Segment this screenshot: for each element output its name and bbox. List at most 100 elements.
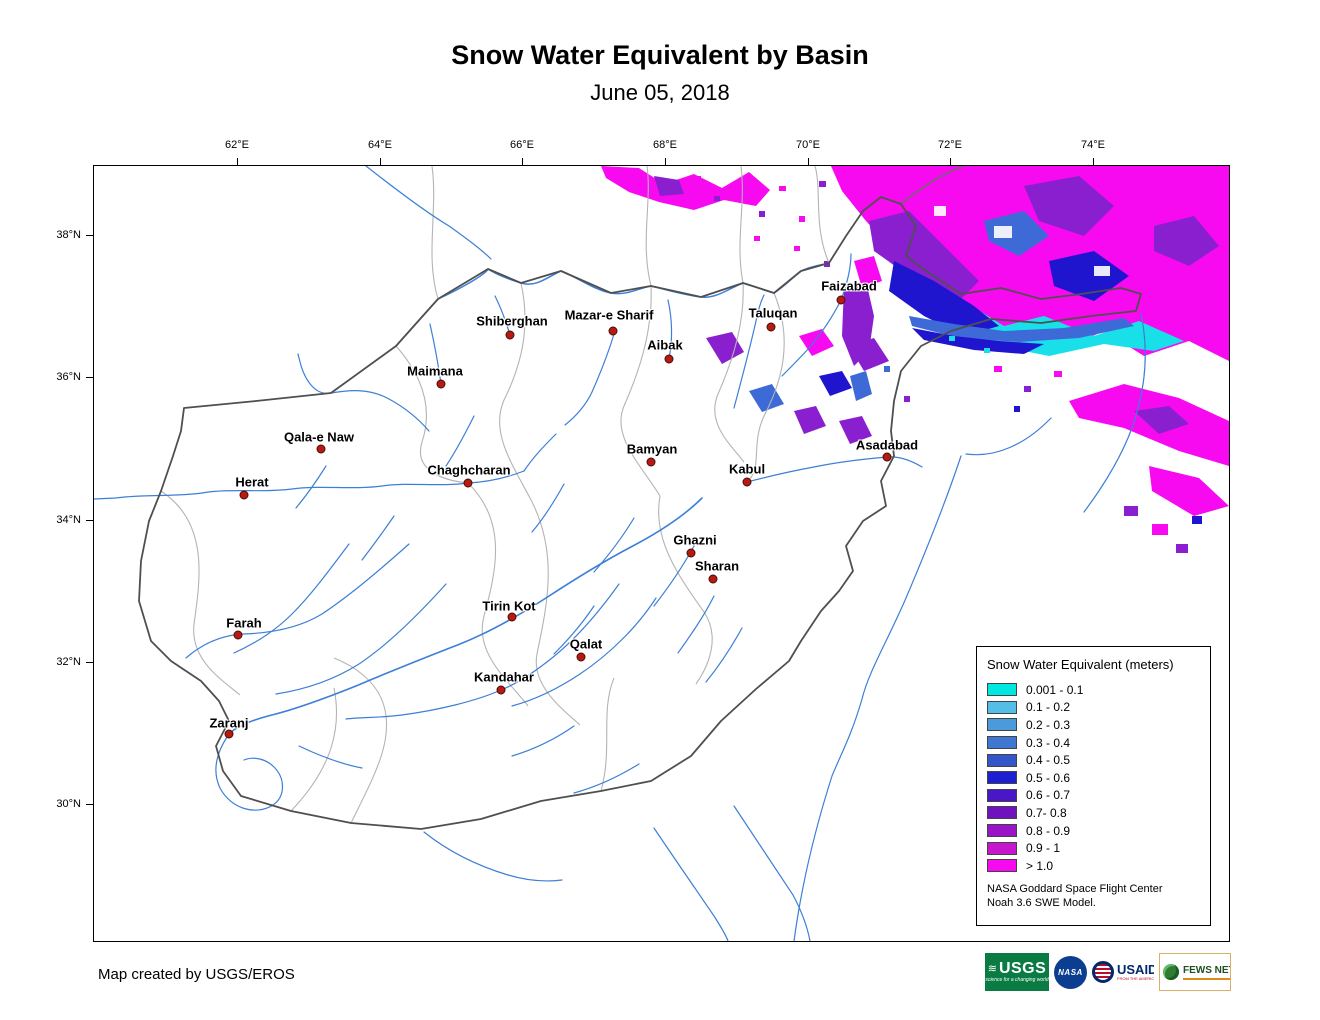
city-label: Chaghcharan xyxy=(427,462,511,478)
city-label: Asadabad xyxy=(855,437,919,453)
city-label: Kandahar xyxy=(474,669,534,685)
legend-entry-label: 0.9 - 1 xyxy=(1026,841,1061,856)
legend-entry-label: 0.001 - 0.1 xyxy=(1026,682,1084,697)
legend-row: 0.2 - 0.3 xyxy=(987,716,1200,734)
city-label: Ghazni xyxy=(673,532,717,548)
legend-entry-label: 0.4 - 0.5 xyxy=(1026,753,1071,768)
nasa-logo-text: NASA xyxy=(1058,967,1083,977)
legend-row: 0.6 - 0.7 xyxy=(987,787,1200,805)
lat-tick xyxy=(86,235,93,236)
lat-tick xyxy=(86,804,93,805)
legend-swatch xyxy=(987,736,1017,750)
legend-swatch xyxy=(987,683,1017,697)
legend-row: 0.9 - 1 xyxy=(987,839,1200,857)
city-label: Faizabad xyxy=(821,278,877,294)
city-label: Zaranj xyxy=(209,715,249,731)
country-border xyxy=(138,196,1142,830)
legend-swatch xyxy=(987,806,1017,820)
legend-swatch xyxy=(987,771,1017,785)
legend-row: 0.5 - 0.6 xyxy=(987,769,1200,787)
legend-entry-label: 0.7- 0.8 xyxy=(1026,805,1067,820)
city-marker xyxy=(646,457,656,467)
legend-row: 0.4 - 0.5 xyxy=(987,751,1200,769)
basin-boundaries xyxy=(160,166,964,824)
globe-icon xyxy=(1163,964,1179,980)
lon-label: 66°E xyxy=(510,139,534,151)
city-marker xyxy=(664,354,674,364)
city-label: Bamyan xyxy=(626,441,678,457)
city-label: Kabul xyxy=(728,461,766,477)
city-marker xyxy=(882,452,892,462)
legend-row: 0.001 - 0.1 xyxy=(987,681,1200,699)
usgs-logo-text: USGS xyxy=(998,960,1047,977)
city-layer: Faizabad Taluqan Mazar-e Sharif Shiberghan A… xyxy=(94,166,1229,941)
legend-entries: 0.001 - 0.1 0.1 - 0.2 0.2 - 0.3 0.3 - 0.4 0.… xyxy=(987,681,1200,875)
lon-label: 68°E xyxy=(653,139,677,151)
legend-entry-label: > 1.0 xyxy=(1026,858,1054,873)
lat-label: 36°N xyxy=(56,371,81,383)
city-marker xyxy=(463,478,473,488)
legend-swatch xyxy=(987,700,1017,714)
legend-row: 0.1 - 0.2 xyxy=(987,699,1200,717)
city-marker xyxy=(233,630,243,640)
legend-title: Snow Water Equivalent (meters) xyxy=(987,657,1174,672)
city-marker xyxy=(742,477,752,487)
legend-swatch xyxy=(987,841,1017,855)
city-marker xyxy=(766,322,776,332)
lat-tick xyxy=(86,662,93,663)
lat-label: 34°N xyxy=(56,514,81,526)
legend-footer-line2: Noah 3.6 SWE Model. xyxy=(987,896,1096,909)
city-marker xyxy=(224,729,234,739)
legend-swatch xyxy=(987,753,1017,767)
map-frame: Faizabad Taluqan Mazar-e Sharif Shiberghan A… xyxy=(93,165,1230,942)
legend-row: 0.3 - 0.4 xyxy=(987,734,1200,752)
lat-label: 32°N xyxy=(56,656,81,668)
lat-tick xyxy=(86,520,93,521)
city-label: Mazar-e Sharif xyxy=(564,307,654,323)
axis-left: 38°N 36°N 34°N 32°N 30°N xyxy=(47,165,93,940)
lon-tick xyxy=(237,158,238,165)
logo-row: ≋ USGS science for a changing world NASA… xyxy=(985,952,1231,992)
city-marker xyxy=(496,685,506,695)
credit-text: Map created by USGS/EROS xyxy=(98,966,295,983)
lat-label: 30°N xyxy=(56,798,81,810)
city-label: Sharan xyxy=(694,558,740,574)
map-title: Snow Water Equivalent by Basin xyxy=(451,40,869,70)
lon-label: 74°E xyxy=(1081,139,1105,151)
lon-label: 64°E xyxy=(368,139,392,151)
city-marker xyxy=(608,326,618,336)
usgs-waves-icon: ≋ xyxy=(987,962,997,975)
legend-footer-line1: NASA Goddard Space Flight Center xyxy=(987,882,1163,895)
usaid-logo-text: USAID xyxy=(1117,961,1154,977)
city-label: Qala-e Naw xyxy=(283,429,355,445)
city-label: Qalat xyxy=(569,636,603,652)
city-label: Herat xyxy=(235,474,269,490)
legend-entry-label: 0.1 - 0.2 xyxy=(1026,700,1071,715)
legend-row: > 1.0 xyxy=(987,857,1200,875)
lon-tick xyxy=(380,158,381,165)
legend-entry-label: 0.2 - 0.3 xyxy=(1026,717,1071,732)
lon-label: 70°E xyxy=(796,139,820,151)
legend-row: 0.7- 0.8 xyxy=(987,804,1200,822)
fewsnet-logo-text: FEWS NET xyxy=(1183,964,1230,980)
legend-entry-label: 0.5 - 0.6 xyxy=(1026,770,1071,785)
legend: Snow Water Equivalent (meters) 0.001 - 0… xyxy=(976,646,1211,926)
legend-row: 0.8 - 0.9 xyxy=(987,822,1200,840)
map-graphics xyxy=(94,166,1229,941)
city-marker xyxy=(507,612,517,622)
legend-entry-label: 0.8 - 0.9 xyxy=(1026,823,1071,838)
lon-label: 62°E xyxy=(225,139,249,151)
lat-tick xyxy=(86,377,93,378)
lon-tick xyxy=(808,158,809,165)
city-label: Shiberghan xyxy=(476,313,548,329)
map-subtitle: June 05, 2018 xyxy=(590,80,730,105)
legend-entry-label: 0.3 - 0.4 xyxy=(1026,735,1071,750)
city-label: Taluqan xyxy=(748,305,798,321)
city-marker xyxy=(686,548,696,558)
city-marker xyxy=(239,490,249,500)
lon-tick xyxy=(665,158,666,165)
city-marker xyxy=(436,379,446,389)
city-label: Farah xyxy=(226,615,262,631)
legend-swatch xyxy=(987,788,1017,802)
lon-tick xyxy=(1093,158,1094,165)
